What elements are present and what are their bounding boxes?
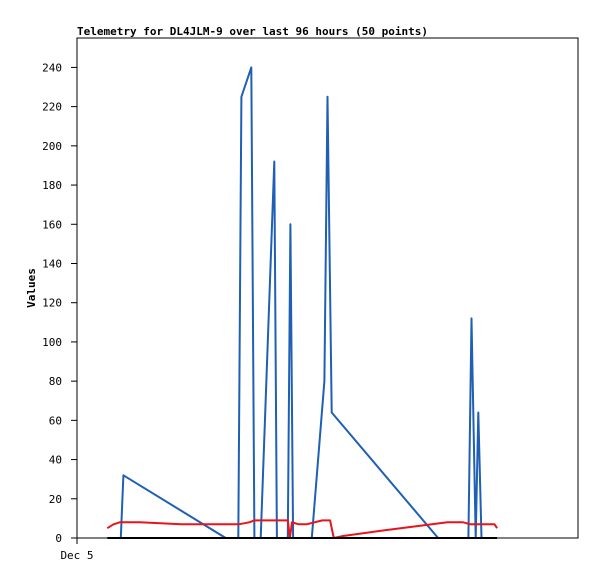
y-tick-label: 0 xyxy=(55,532,62,545)
y-tick-label: 80 xyxy=(49,375,62,388)
chart-title: Telemetry for DL4JLM-9 over last 96 hour… xyxy=(77,25,428,38)
y-tick-label: 40 xyxy=(49,454,62,467)
y-tick-label: 100 xyxy=(42,336,62,349)
y-tick-label: 220 xyxy=(42,101,62,114)
y-axis-ticks: 0 20 40 60 80 100 120 140 160 180 200 220 240 xyxy=(42,61,77,545)
x-tick-label: Dec 5 xyxy=(60,549,93,562)
y-tick-label: 200 xyxy=(42,140,62,153)
y-tick-label: 20 xyxy=(49,493,62,506)
y-tick-label: 240 xyxy=(42,61,62,74)
y-tick-label: 180 xyxy=(42,179,62,192)
y-tick-label: 140 xyxy=(42,257,62,270)
y-tick-label: 60 xyxy=(49,414,62,427)
y-axis-label: Values xyxy=(25,268,38,308)
series-line-1 xyxy=(119,66,483,539)
x-axis-ticks: Dec 5 xyxy=(60,538,94,562)
y-tick-label: 160 xyxy=(42,218,62,231)
series-group xyxy=(106,66,498,539)
series-line-2 xyxy=(106,519,498,539)
y-tick-label: 120 xyxy=(42,297,62,310)
